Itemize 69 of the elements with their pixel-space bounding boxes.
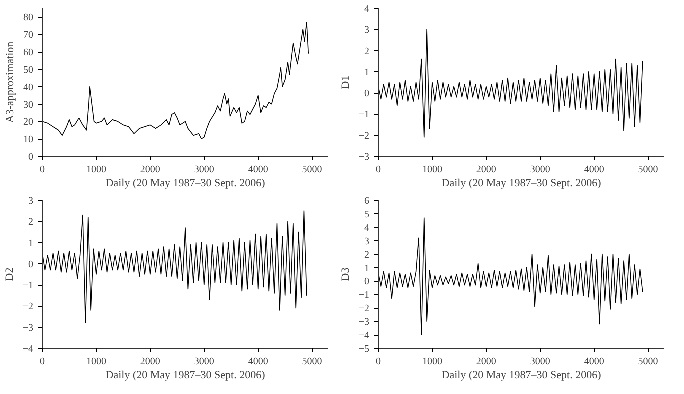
y-tick-label: 70	[24, 30, 34, 42]
y-tick-label: 0	[28, 259, 34, 270]
y-tick-label: −1	[358, 290, 370, 302]
x-tick-label: 5000	[638, 164, 658, 176]
y-tick-label: −2	[358, 304, 370, 315]
y-tick-label: 4	[364, 4, 370, 15]
y-tick-label: 5	[364, 209, 370, 220]
y-tick-label: 50	[24, 64, 34, 76]
y-tick-label: −1	[22, 280, 34, 292]
y-tick-label: 4	[364, 222, 370, 234]
x-tick-label: 3000	[194, 164, 214, 176]
y-axis-title: A3-approximation	[4, 41, 16, 124]
x-tick-label: 5000	[638, 356, 658, 368]
x-tick-label: 0	[40, 356, 45, 368]
x-tick-label: 3000	[530, 356, 550, 368]
x-tick-label: 1000	[86, 356, 106, 368]
x-axis-title: Daily (20 May 1987–30 Sept. 2006)	[442, 370, 602, 382]
x-tick-label: 0	[40, 164, 45, 176]
x-tick-label: 1000	[422, 356, 442, 368]
x-tick-label: 3000	[530, 164, 550, 176]
y-tick-label: 60	[24, 48, 34, 59]
y-tick-label: 3	[28, 196, 34, 207]
x-tick-label: 4000	[248, 356, 268, 368]
x-axis-title: Daily (20 May 1987–30 Sept. 2006)	[106, 370, 266, 382]
x-tick-label: 1000	[86, 164, 106, 176]
x-tick-label: 0	[376, 164, 381, 176]
x-tick-label: 0	[376, 356, 381, 368]
y-tick-label: 3	[364, 25, 370, 36]
y-tick-label: −3	[358, 152, 370, 163]
x-tick-label: 2000	[476, 356, 496, 368]
y-axis-title: D2	[4, 268, 16, 282]
y-tick-label: 20	[24, 117, 34, 128]
y-tick-label: 0	[28, 152, 34, 163]
x-axis-title: Daily (20 May 1987–30 Sept. 2006)	[106, 178, 266, 190]
y-tick-label: −2	[22, 302, 34, 313]
y-tick-label: −2	[358, 130, 370, 142]
y-tick-label: −4	[358, 330, 370, 342]
x-axis-title: Daily (20 May 1987–30 Sept. 2006)	[442, 178, 602, 190]
x-tick-label: 4000	[248, 164, 268, 176]
y-tick-label: 3	[364, 236, 370, 248]
y-tick-label: 0	[364, 88, 370, 100]
y-tick-label: −3	[358, 317, 370, 328]
y-tick-label: −1	[358, 110, 370, 121]
x-tick-label: 2000	[476, 164, 496, 176]
y-tick-label: 80	[24, 12, 34, 24]
x-tick-label: 2000	[140, 164, 160, 176]
x-tick-label: 3000	[194, 356, 214, 368]
x-tick-label: 5000	[302, 356, 322, 368]
x-tick-label: 2000	[140, 356, 160, 368]
y-tick-label: 2	[364, 46, 370, 58]
x-tick-label: 4000	[584, 164, 604, 176]
y-tick-label: 1	[364, 67, 370, 78]
y-tick-label: 40	[24, 82, 34, 94]
y-tick-label: 6	[364, 196, 370, 207]
y-tick-label: 1	[364, 263, 370, 274]
y-tick-label: 10	[24, 134, 34, 146]
y-tick-label: −5	[358, 344, 370, 355]
y-axis-title: D3	[340, 267, 352, 282]
y-tick-label: 0	[364, 276, 370, 288]
x-tick-label: 1000	[422, 164, 442, 176]
y-tick-label: −3	[22, 322, 34, 334]
x-tick-label: 4000	[584, 356, 604, 368]
y-axis-title: D1	[340, 76, 352, 90]
y-tick-label: −4	[22, 344, 34, 355]
y-tick-label: 1	[28, 238, 34, 250]
y-tick-label: 2	[28, 217, 34, 228]
x-tick-label: 5000	[302, 164, 322, 176]
y-tick-label: 30	[24, 100, 34, 111]
y-tick-label: 2	[364, 250, 370, 261]
